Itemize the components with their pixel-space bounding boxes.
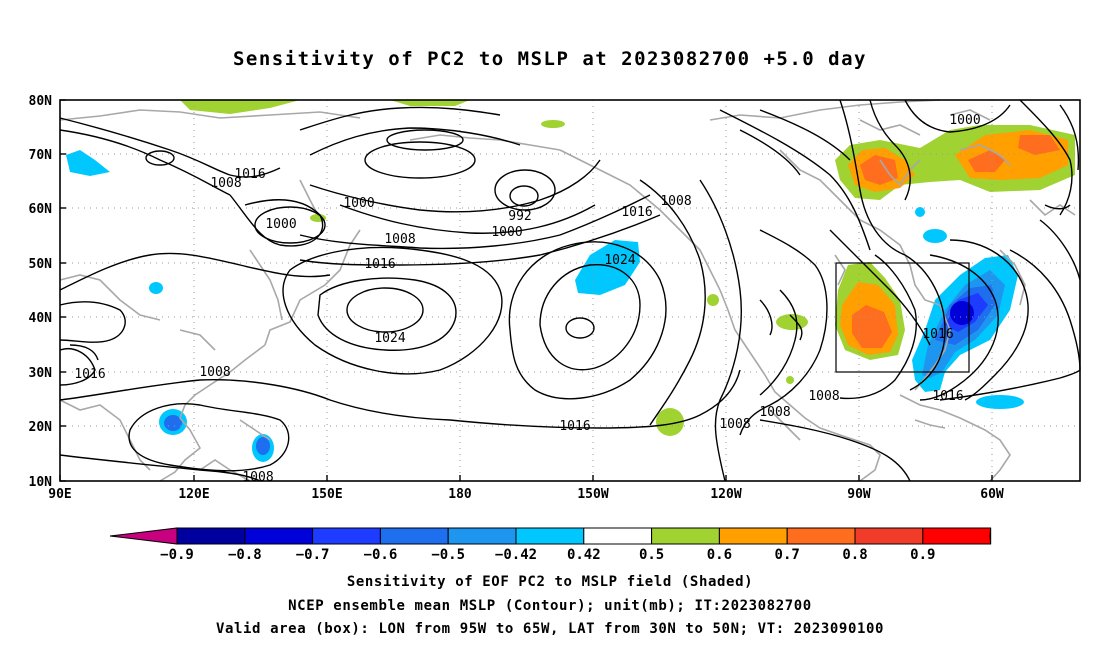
lat-label: 70N [29, 148, 53, 163]
caption-line-1: Sensitivity of EOF PC2 to MSLP field (Sh… [346, 574, 754, 590]
colorbar-label: 0.7 [775, 547, 800, 563]
shade-blue-dot [149, 282, 163, 294]
lat-label: 40N [29, 311, 53, 326]
contour-label: 1016 [621, 205, 652, 220]
contour-label: 1008 [242, 470, 273, 485]
contour-label: 1024 [374, 331, 405, 346]
colorbar-label: −0.5 [431, 547, 465, 563]
contour-label: 1008 [719, 417, 750, 432]
shade-blue-atl [976, 395, 1024, 409]
contour-label: 1016 [559, 419, 590, 434]
shade-green-top2 [390, 100, 470, 106]
contour-label: 1016 [932, 389, 963, 404]
shade-blue-ne2 [915, 207, 925, 217]
colorbar-label: 0.9 [910, 547, 935, 563]
shade-red-greenland2 [968, 150, 1005, 172]
shade-green-top [180, 100, 300, 114]
map-title: Sensitivity of PC2 to MSLP at 2023082700… [232, 48, 867, 70]
contour-label: 1016 [74, 367, 105, 382]
colorbar-label: −0.6 [364, 547, 398, 563]
longitude-labels: 90E 120E 150E 180 150W 120W 90W 60W [48, 487, 1004, 502]
lat-label: 60N [29, 202, 53, 217]
shade-blue-150w [575, 240, 640, 295]
colorbar-label: 0.8 [842, 547, 867, 563]
colorbar-segment [176, 527, 246, 545]
colorbar-segment [786, 527, 856, 545]
contour-label: 1024 [604, 253, 635, 268]
shade-red-us [852, 305, 892, 348]
colorbar-segment [651, 527, 720, 545]
shade-blue-east-core [950, 301, 974, 325]
map-frame [59, 99, 1081, 482]
lat-lon-grid [60, 100, 1080, 481]
lon-label: 90E [48, 487, 71, 502]
colorbar-segment [312, 527, 381, 545]
tick-marks [59, 99, 993, 482]
shade-green-small1 [541, 120, 565, 128]
colorbar-label: −0.9 [160, 547, 194, 563]
shade-blue-pac2-in [256, 437, 270, 455]
colorbar-segment [447, 527, 517, 545]
shaded-sensitivity [66, 100, 1075, 462]
contour-label: 1000 [343, 196, 374, 211]
colorbar-segment [244, 527, 314, 545]
shade-blue-top-left [66, 150, 110, 176]
shade-green-small4 [707, 294, 719, 306]
contour-label: 992 [508, 209, 531, 224]
colorbar-segment [515, 527, 585, 545]
colorbar: −0.9 −0.8 −0.7 −0.6 −0.5 −0.42 0.42 0.5 0.6 0.7 0.… [109, 527, 992, 563]
colorbar-segment [379, 527, 449, 545]
caption-line-2: NCEP ensemble mean MSLP (Contour); unit(… [288, 598, 812, 614]
contour-label: 1008 [759, 405, 790, 420]
contour-label: 1000 [949, 113, 980, 128]
contour-label: 1016 [234, 167, 265, 182]
contour-labels: 1016100810001000992100010081016101610081… [74, 113, 980, 485]
contour-label: 1008 [660, 194, 691, 209]
lon-label: 90W [847, 487, 871, 502]
colorbar-label: 0.42 [567, 547, 601, 563]
contour-label: 1000 [265, 217, 296, 232]
colorbar-segment [854, 527, 924, 545]
lon-label: 120W [710, 487, 741, 502]
colorbar-label: −0.42 [495, 547, 537, 563]
colorbar-label: −0.8 [228, 547, 262, 563]
colorbar-label: 0.6 [707, 547, 732, 563]
colorbar-low-triangle [109, 527, 178, 545]
contour-label: 1016 [922, 327, 953, 342]
lon-label: 150W [577, 487, 608, 502]
shade-green-small6 [786, 376, 794, 384]
shade-green-small3 [656, 408, 684, 436]
contour-label: 1016 [364, 257, 395, 272]
shade-red-greenland1 [860, 155, 898, 185]
coastlines [59, 99, 1076, 482]
colorbar-segment [718, 527, 788, 545]
colorbar-segment [583, 527, 653, 545]
latitude-labels: 80N 70N 60N 50N 40N 30N 20N 10N [29, 94, 53, 490]
valid-area-box [835, 262, 970, 373]
contour-label: 1000 [491, 225, 522, 240]
colorbar-high-triangle [989, 527, 992, 545]
colorbar-segment [922, 527, 992, 545]
shade-blue-pac1-in [164, 415, 182, 431]
lat-label: 10N [29, 475, 53, 490]
colorbar-label: 0.5 [639, 547, 664, 563]
caption-line-3: Valid area (box): LON from 95W to 65W, L… [215, 621, 885, 637]
lon-label: 180 [448, 487, 472, 502]
colorbar-label: −0.7 [296, 547, 330, 563]
shade-blue-ne1 [923, 229, 947, 243]
lat-label: 80N [29, 94, 53, 109]
shade-red-greenland3 [1018, 135, 1060, 155]
contour-label: 1008 [384, 232, 415, 247]
mslp-contours [59, 99, 1081, 482]
contour-label: 1008 [199, 365, 230, 380]
lon-label: 120E [178, 487, 209, 502]
lat-label: 20N [29, 420, 53, 435]
lon-label: 150E [311, 487, 342, 502]
lon-label: 60W [980, 487, 1004, 502]
contour-label: 1008 [808, 389, 839, 404]
lat-label: 50N [29, 257, 53, 272]
lat-label: 30N [29, 366, 53, 381]
contour-label: 1008 [210, 176, 241, 191]
